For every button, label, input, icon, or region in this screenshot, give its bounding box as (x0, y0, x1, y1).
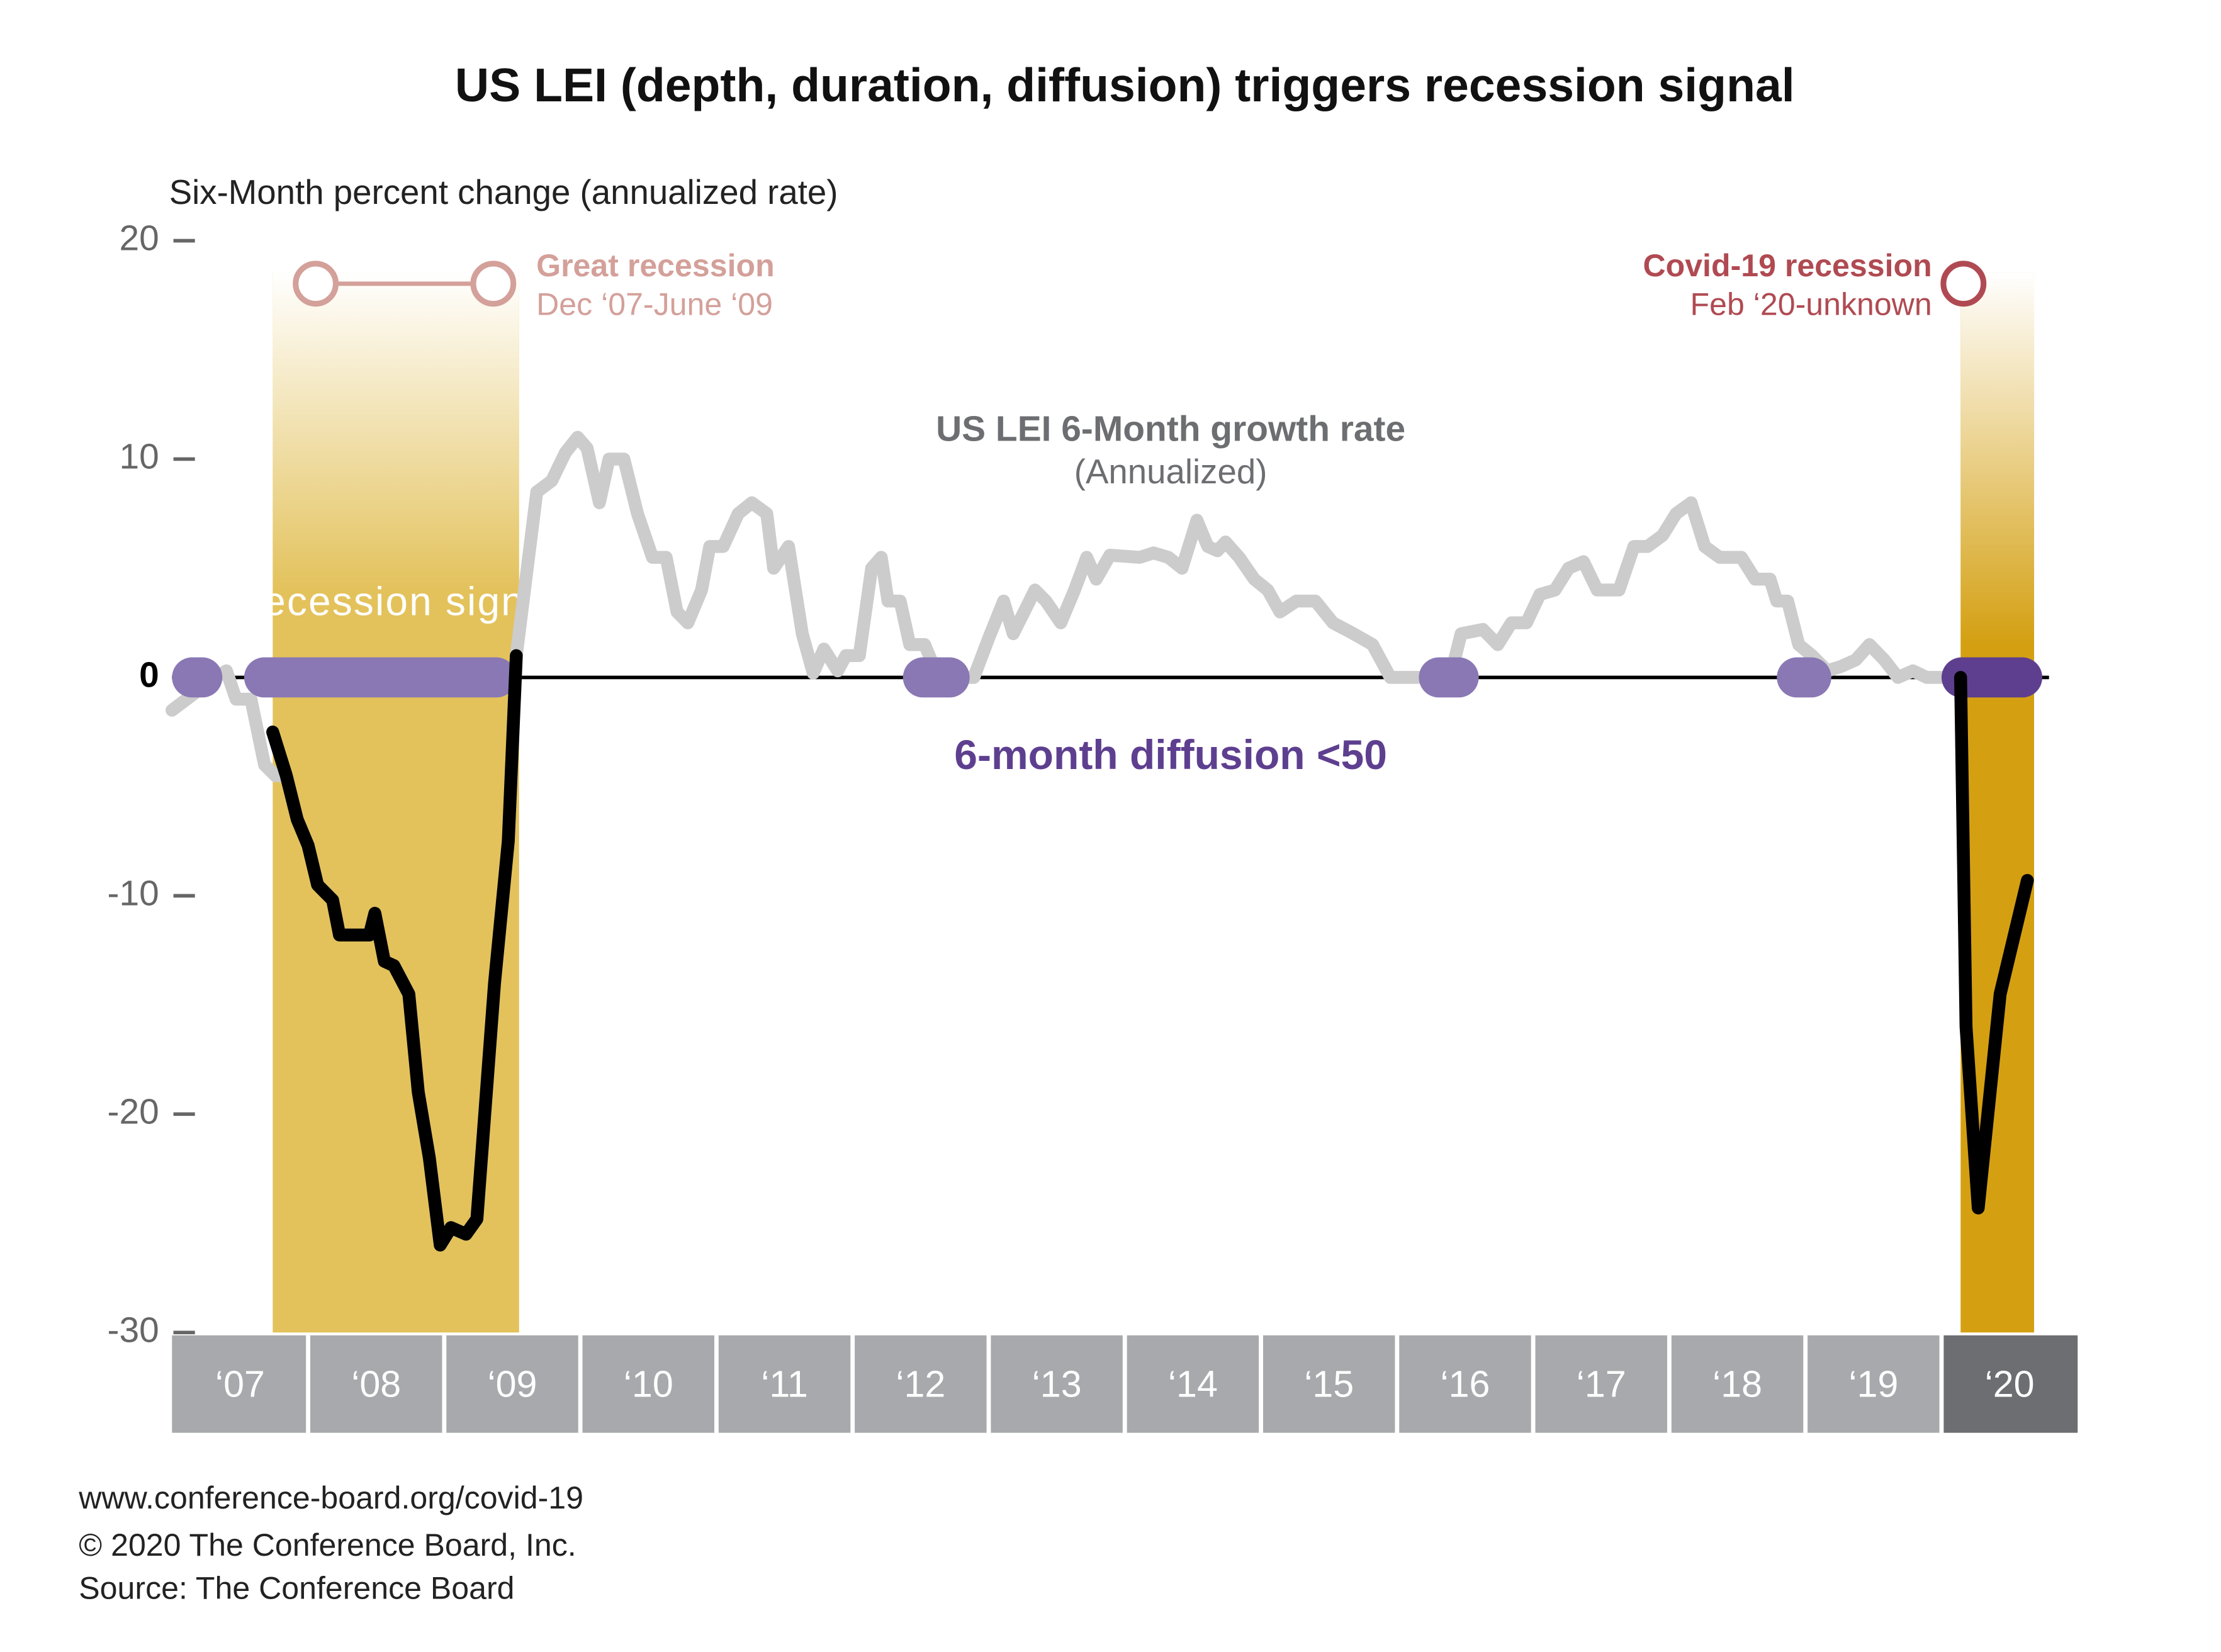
x-band (1535, 1335, 1667, 1433)
series-label: (Annualized) (1074, 452, 1268, 491)
series-label: US LEI 6-Month growth rate (936, 408, 1405, 449)
diffusion-period (1777, 657, 1831, 698)
footer-line: © 2020 The Conference Board, Inc. (79, 1527, 576, 1563)
y-tick-label: 20 (119, 218, 159, 259)
y-tick-label: 10 (119, 436, 159, 476)
x-band (1399, 1335, 1531, 1433)
x-band (446, 1335, 578, 1433)
x-tick-label: ‘08 (351, 1363, 401, 1405)
y-tick-label: -20 (108, 1091, 159, 1132)
x-tick-label: ‘18 (1712, 1363, 1762, 1405)
x-tick-label: ‘17 (1577, 1363, 1626, 1405)
annotation: Covid-19 recession (1643, 248, 1931, 283)
timeline-dot (293, 261, 339, 307)
y-axis-label: Six-Month percent change (annualized rat… (169, 173, 838, 211)
annotation: Feb ‘20-unknown (1690, 286, 1932, 322)
x-band (172, 1335, 306, 1433)
x-tick-label: ‘10 (624, 1363, 673, 1405)
annotation: Great recession (536, 248, 775, 283)
x-band (1808, 1335, 1940, 1433)
x-tick-label: ‘19 (1848, 1363, 1898, 1405)
x-tick-label: ‘16 (1440, 1363, 1490, 1405)
x-tick-label: ‘09 (487, 1363, 537, 1405)
x-band (1943, 1335, 2078, 1433)
x-band (310, 1335, 442, 1433)
diffusion-period (902, 657, 970, 698)
annotation: Recession signal (233, 579, 559, 624)
annotation: Dec ‘07-June ‘09 (536, 286, 773, 322)
x-tick-label: ‘07 (215, 1363, 265, 1405)
x-band (1671, 1335, 1804, 1433)
x-band (582, 1335, 715, 1433)
x-tick-label: ‘14 (1168, 1363, 1218, 1405)
diffusion-period (172, 657, 223, 698)
timeline-dot (1940, 261, 1987, 307)
timeline-dot (470, 261, 517, 307)
diffusion-period (1419, 657, 1479, 698)
y-tick-label: 0 (139, 655, 159, 695)
diffusion-period (244, 657, 517, 698)
y-tick-label: -10 (108, 873, 159, 913)
x-tick-label: ‘11 (761, 1363, 808, 1405)
chart-title: US LEI (depth, duration, diffusion) trig… (455, 59, 1795, 111)
x-band (855, 1335, 987, 1433)
series-line (266, 649, 2034, 1252)
x-tick-label: ‘12 (896, 1363, 945, 1405)
x-band (718, 1335, 851, 1433)
footer-line: Source: The Conference Board (79, 1570, 514, 1605)
x-tick-label: ‘15 (1304, 1363, 1354, 1405)
footer-line: www.conference-board.org/covid-19 (78, 1480, 583, 1515)
x-tick-label: ‘20 (1985, 1363, 2035, 1405)
x-band (1262, 1335, 1395, 1433)
diffusion-label: 6-month diffusion <50 (954, 731, 1387, 778)
x-band (1127, 1335, 1259, 1433)
y-tick-label: -30 (108, 1310, 159, 1350)
x-band (991, 1335, 1123, 1433)
x-tick-label: ‘13 (1032, 1363, 1082, 1405)
